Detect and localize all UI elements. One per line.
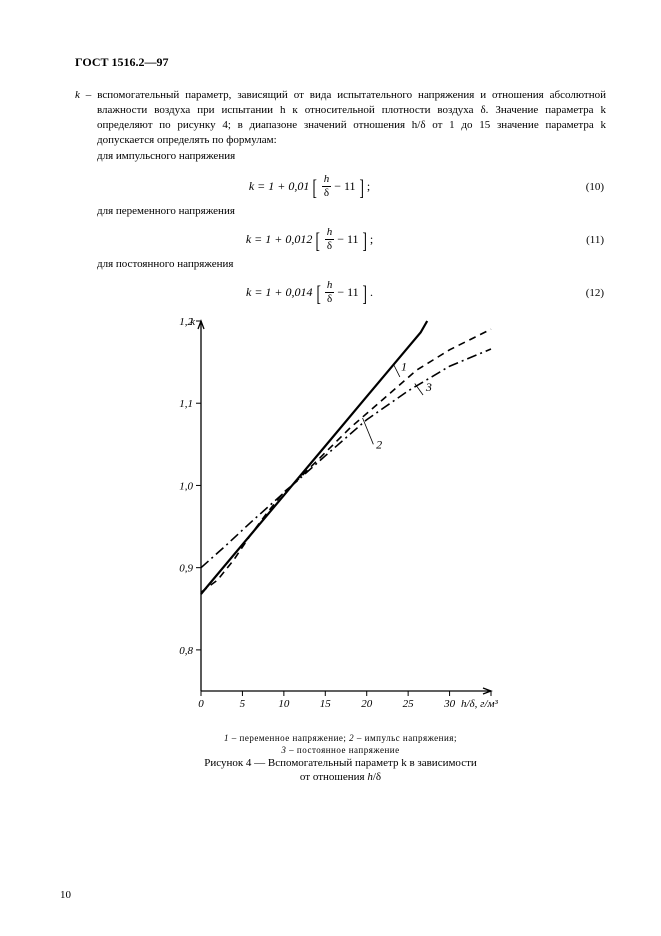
legend-3-text: – постоянное напряжение: [286, 745, 399, 755]
f10-prefix: k = 1 + 0,01: [249, 179, 310, 194]
f12-prefix: k = 1 + 0,014: [246, 285, 313, 300]
svg-text:10: 10: [278, 698, 290, 710]
svg-text:2: 2: [376, 438, 382, 452]
figure-caption-1: Рисунок 4 — Вспомогательный параметр k в…: [75, 757, 606, 769]
f10-num: h: [322, 174, 332, 186]
legend-line-1: 1 – переменное напряжение; 2 – импульс н…: [75, 733, 606, 743]
document-header: ГОСТ 1516.2—97: [75, 55, 606, 70]
para-text: вспомогательный параметр, зависящий от в…: [97, 89, 606, 146]
svg-text:1: 1: [401, 360, 407, 374]
parameter-k-paragraph: k – вспомогательный параметр, зависящий …: [75, 88, 606, 147]
f12-tail: − 11: [337, 285, 358, 300]
f10-number: (10): [544, 181, 606, 193]
f11-end: ;: [370, 232, 373, 247]
figure-4: 051015202530h/δ, г/м³0,80,91,01,11,2k132…: [75, 311, 606, 783]
svg-text:1,1: 1,1: [179, 398, 193, 410]
f11-prefix: k = 1 + 0,012: [246, 232, 313, 247]
line-dc: для постоянного напряжения: [97, 258, 606, 270]
legend-2-text: – импульс напряжения;: [354, 733, 457, 743]
svg-text:20: 20: [361, 698, 373, 710]
f11-num: h: [325, 227, 335, 239]
line-ac: для переменного напряжения: [97, 205, 606, 217]
f10-end: ;: [367, 179, 370, 194]
f10-den: δ: [322, 186, 331, 199]
svg-text:0: 0: [198, 698, 204, 710]
legend-line-2: 3 – постоянное напряжение: [75, 745, 606, 755]
para-lead: k –: [75, 89, 97, 101]
svg-text:15: 15: [319, 698, 331, 710]
f12-den: δ: [325, 292, 334, 305]
svg-text:h/δ, г/м³: h/δ, г/м³: [461, 698, 499, 710]
f11-den: δ: [325, 239, 334, 252]
svg-text:1,0: 1,0: [179, 481, 193, 493]
formula-10: k = 1 + 0,01 [ h δ − 11 ] ; (10): [75, 174, 606, 199]
svg-text:3: 3: [424, 380, 431, 394]
svg-text:k: k: [190, 316, 196, 328]
formula-12: k = 1 + 0,014 [ h δ − 11 ] . (12): [75, 280, 606, 305]
svg-text:0,9: 0,9: [179, 563, 193, 575]
page-number: 10: [60, 889, 71, 901]
f12-num: h: [325, 280, 335, 292]
legend-1-text: – переменное напряжение;: [229, 733, 349, 743]
chart-k-vs-hdelta: 051015202530h/δ, г/м³0,80,91,01,11,2k132: [166, 311, 516, 731]
line-impulse: для импульсного напряжения: [97, 149, 606, 164]
f10-tail: − 11: [334, 179, 355, 194]
figure-caption-2-text: от отношения: [300, 771, 367, 783]
f11-number: (11): [544, 234, 606, 246]
f12-number: (12): [544, 287, 606, 299]
svg-text:30: 30: [443, 698, 456, 710]
f11-tail: − 11: [337, 232, 358, 247]
svg-text:25: 25: [402, 698, 414, 710]
svg-text:5: 5: [239, 698, 245, 710]
figure-caption-2: от отношения h/δ: [75, 771, 606, 783]
svg-text:0,8: 0,8: [179, 645, 193, 657]
f12-end: .: [370, 285, 373, 300]
formula-11: k = 1 + 0,012 [ h δ − 11 ] ; (11): [75, 227, 606, 252]
